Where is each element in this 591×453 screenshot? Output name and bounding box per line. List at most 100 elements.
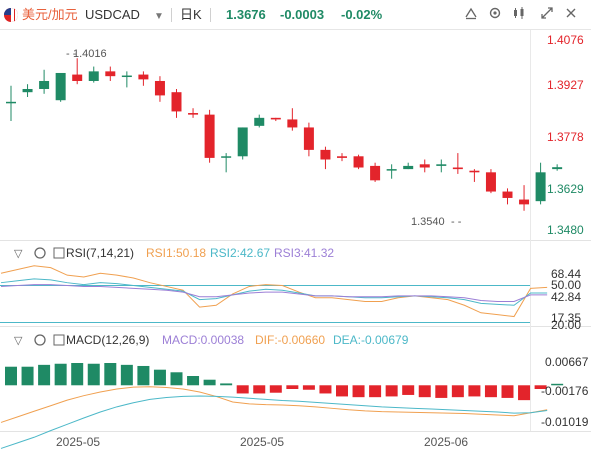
rsi1-line	[0, 265, 548, 318]
macd-histogram-bar	[153, 369, 166, 386]
rsi-lines	[0, 265, 548, 318]
candle-body	[254, 117, 265, 126]
collapse-panel-icon[interactable]: ▽	[14, 335, 23, 347]
rsi-title: RSI(7,14,21)	[66, 246, 134, 260]
low-marker-dash: - -	[451, 216, 462, 228]
divider	[210, 8, 211, 22]
macd-histogram-bar	[551, 383, 564, 386]
macd-histogram-bar	[54, 363, 67, 386]
symbol-toolbar: 美元/加元 USDCAD ▼ 日K 1.3676 -0.0003 -0.02%	[0, 0, 591, 30]
candle-body	[6, 101, 16, 104]
candle-body	[39, 80, 50, 89]
candle-body	[485, 172, 496, 192]
rsi3-line	[0, 284, 548, 302]
candles-layer	[6, 58, 563, 211]
panel-settings-icon[interactable]	[34, 247, 46, 259]
macd-histogram-bar	[220, 383, 233, 386]
macd-histogram-bar	[137, 365, 150, 386]
candle-body	[386, 169, 397, 171]
macd-tick: -0.01019	[541, 415, 589, 429]
price-tick: 1.3480	[547, 223, 584, 237]
indicator-icon[interactable]	[53, 334, 65, 346]
symbol-cn-name[interactable]: 美元/加元	[22, 7, 78, 22]
candle-body	[171, 92, 182, 112]
x-axis-label: 2025-05	[56, 435, 100, 449]
rsi-tick: 17.35	[551, 311, 581, 325]
macd-histogram-bar	[253, 385, 266, 394]
high-label: 1.4016	[73, 48, 107, 60]
price-tick: 1.3778	[547, 130, 584, 144]
symbol-dropdown-icon[interactable]: ▼	[154, 11, 164, 22]
timeframe-selector[interactable]: 日K	[180, 7, 202, 22]
price-tick: 1.4076	[547, 33, 584, 47]
candle-body	[154, 80, 165, 96]
settings-icon[interactable]	[486, 6, 504, 24]
candle-body	[353, 156, 364, 168]
indicator-icon[interactable]	[53, 247, 65, 259]
candle-body	[469, 170, 480, 173]
candle-body	[419, 164, 430, 168]
divider	[171, 8, 172, 22]
macd-histogram-bar	[187, 376, 200, 386]
macd-histogram-bar	[435, 385, 448, 398]
price-change-percent: -0.02%	[341, 7, 383, 22]
collapse-icon[interactable]	[462, 6, 480, 24]
symbol-code[interactable]: USDCAD	[85, 7, 140, 22]
macd-histogram-bar	[302, 385, 315, 390]
candle-body	[287, 119, 298, 128]
macd-histogram-bar	[402, 385, 415, 395]
rsi2-line	[0, 278, 548, 306]
candle-body	[452, 167, 463, 170]
candle-body	[55, 72, 66, 101]
candle-body	[237, 127, 248, 157]
close-icon[interactable]	[562, 6, 580, 24]
macd-histogram-bar	[203, 379, 216, 386]
macd-histogram-bar	[269, 385, 282, 393]
candle-body	[370, 165, 381, 181]
macd-histogram-bar	[534, 385, 547, 389]
macd-histogram-bar	[518, 385, 531, 401]
macd-histogram-bar	[21, 366, 34, 386]
collapse-panel-icon[interactable]: ▽	[14, 248, 23, 260]
x-axis-label: 2025-05	[240, 435, 284, 449]
candle-body	[270, 117, 281, 120]
macd-value: MACD:0.00038	[162, 333, 244, 347]
candle-body	[72, 74, 83, 81]
rsi3-value: RSI3:41.32	[274, 246, 334, 260]
price-tick: 1.3927	[547, 78, 584, 92]
candle-body	[552, 167, 563, 170]
macd-layer	[0, 363, 564, 449]
candle-body	[221, 156, 232, 158]
price-tick: 1.3629	[547, 182, 584, 196]
macd-histogram-bar	[286, 385, 299, 389]
macd-histogram-bar	[468, 385, 481, 397]
candle-body	[436, 164, 447, 166]
x-axis-label: 2025-06	[424, 435, 468, 449]
macd-histogram-bar	[451, 385, 464, 398]
macd-histogram-bar	[418, 385, 431, 398]
high-marker-dash: - -	[66, 48, 77, 60]
panel-settings-icon[interactable]	[34, 334, 46, 346]
expand-icon[interactable]	[538, 6, 556, 24]
macd-histogram-bar	[38, 364, 51, 386]
macd-histogram-bar	[104, 363, 117, 386]
candle-type-icon[interactable]	[510, 6, 528, 24]
rsi-tick: 68.44	[551, 267, 581, 281]
candle-body	[303, 127, 314, 150]
candle-body	[403, 165, 414, 170]
macd-histogram-bar	[369, 385, 382, 398]
candle-body	[535, 172, 546, 202]
candle-body	[105, 71, 116, 77]
macd-histogram-bar	[120, 364, 133, 386]
macd-histogram-bar	[336, 385, 348, 397]
rsi1-value: RSI1:50.18	[146, 246, 206, 260]
macd-histogram-bar	[71, 363, 84, 386]
candle-body	[204, 114, 215, 158]
rsi-tick: 42.84	[551, 290, 581, 304]
dea-line	[0, 395, 548, 449]
price-change: -0.0003	[280, 7, 325, 22]
candle-body	[320, 149, 331, 160]
dif-value: DIF:-0.00660	[255, 333, 325, 347]
last-price: 1.3676	[226, 7, 266, 22]
